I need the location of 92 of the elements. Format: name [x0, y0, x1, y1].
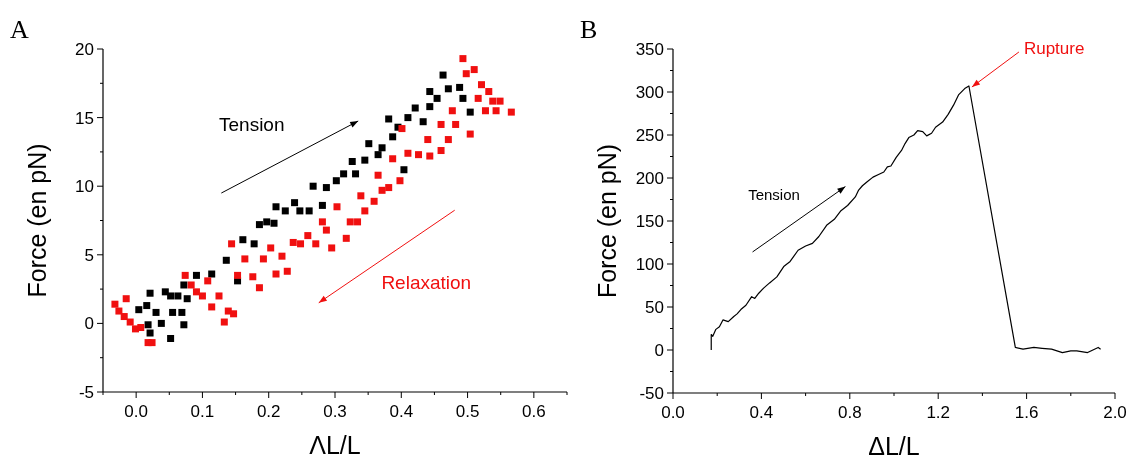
point — [309, 182, 317, 190]
point — [466, 108, 474, 116]
y-tick-label: 50 — [645, 298, 664, 317]
point — [281, 207, 289, 215]
point — [439, 71, 447, 79]
point — [143, 302, 151, 310]
point — [374, 151, 382, 159]
point — [433, 94, 441, 102]
x-tick-label: 0.0 — [661, 403, 685, 422]
point — [389, 133, 397, 141]
y-tick-label: 15 — [75, 108, 94, 128]
y-tick-label: 300 — [635, 83, 664, 102]
point — [444, 85, 452, 93]
point — [426, 103, 434, 111]
point — [169, 308, 177, 316]
x-tick-label: 0.1 — [190, 402, 215, 421]
point — [239, 236, 247, 244]
annotation: Relaxation — [381, 272, 472, 294]
annotation: Tension — [748, 186, 800, 204]
point — [146, 289, 154, 297]
point — [400, 166, 408, 174]
x-tick-label: 1.6 — [1014, 403, 1039, 422]
point — [404, 114, 412, 122]
point — [296, 207, 304, 215]
point — [361, 156, 369, 164]
y-tick-label: 200 — [635, 169, 664, 188]
y-tick-label: 150 — [635, 212, 664, 231]
point — [152, 308, 160, 316]
point — [340, 170, 348, 178]
point — [291, 199, 299, 207]
x-tick-label: 0.2 — [256, 402, 281, 421]
point — [167, 292, 175, 300]
point — [192, 271, 200, 279]
point — [174, 292, 182, 300]
point — [144, 321, 152, 329]
line-series — [710, 85, 1102, 354]
point — [378, 144, 386, 152]
y-tick-label: 10 — [75, 177, 94, 197]
point — [272, 203, 280, 211]
point — [183, 295, 191, 303]
point — [263, 218, 271, 226]
point — [270, 219, 278, 227]
point — [411, 104, 419, 112]
y-tick-label: 250 — [635, 126, 664, 145]
y-tick-label: 0 — [84, 314, 94, 334]
x-tick-label: 0.3 — [323, 402, 347, 421]
y-tick-label: 100 — [635, 255, 664, 274]
point — [208, 270, 216, 278]
x-axis-title: ΛL/L — [309, 431, 361, 459]
point — [146, 329, 154, 337]
x-tick-label: 2.0 — [1103, 403, 1127, 422]
point — [352, 170, 360, 178]
point — [456, 83, 464, 91]
point — [167, 334, 175, 342]
y-tick-label: 0 — [654, 341, 664, 360]
x-tick-label: 0.8 — [837, 403, 862, 422]
point — [157, 319, 165, 327]
y-axis-title: Force (en pN) — [23, 143, 51, 298]
y-tick-label: -5 — [78, 383, 94, 402]
point — [419, 118, 427, 126]
point — [426, 88, 434, 96]
point — [365, 140, 373, 148]
x-tick-label: 0.4 — [389, 402, 414, 421]
y-tick-label: -50 — [639, 384, 664, 403]
y-tick-label: 20 — [75, 40, 94, 59]
chart-title: B — [580, 15, 598, 44]
point — [222, 256, 230, 264]
point — [255, 221, 263, 229]
point — [348, 158, 356, 165]
x-tick-label: 0.5 — [455, 402, 480, 421]
point — [250, 240, 258, 248]
point — [459, 94, 467, 102]
annotation: Tension — [219, 114, 285, 136]
annotation: Rupture — [1023, 38, 1085, 58]
chart-title: A — [10, 15, 29, 44]
y-axis-title: Force (en pN) — [593, 143, 621, 299]
point — [178, 308, 186, 316]
point — [305, 207, 313, 215]
x-tick-label: 0.4 — [749, 403, 774, 422]
x-tick-label: 1.2 — [926, 403, 951, 422]
x-axis-title: ΔL/L — [868, 432, 920, 459]
point — [180, 281, 188, 289]
point — [332, 177, 340, 185]
point — [318, 201, 326, 209]
x-tick-label: 0.6 — [522, 402, 546, 421]
y-tick-label: 350 — [635, 40, 664, 59]
point — [322, 184, 330, 192]
point — [135, 306, 143, 314]
y-tick-label: 5 — [84, 245, 94, 265]
point — [180, 321, 188, 329]
point — [385, 115, 393, 123]
x-tick-label: 0.0 — [124, 402, 148, 421]
